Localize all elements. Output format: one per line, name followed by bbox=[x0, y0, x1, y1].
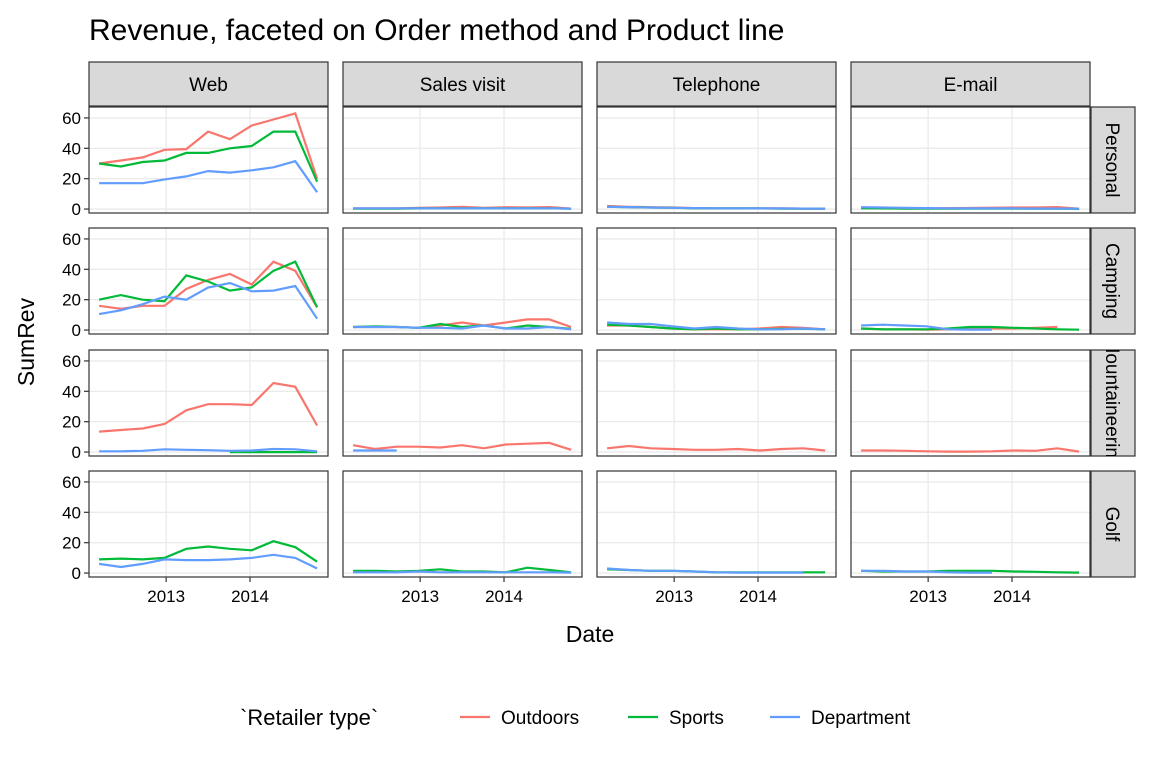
y-tick-label: 40 bbox=[62, 139, 81, 158]
strip-label: Mountaineering bbox=[1101, 338, 1122, 469]
x-tick-label: 2013 bbox=[655, 587, 693, 606]
x-tick-label: 2013 bbox=[147, 587, 185, 606]
y-tick-label: 20 bbox=[62, 534, 81, 553]
y-tick-label: 60 bbox=[62, 109, 81, 128]
strip-label-group: Personal bbox=[1101, 123, 1122, 198]
panel-background bbox=[851, 107, 1090, 213]
y-tick-label: 20 bbox=[62, 170, 81, 189]
legend-label: Sports bbox=[669, 708, 724, 729]
x-tick-label: 2013 bbox=[401, 587, 439, 606]
strip-label: Camping bbox=[1101, 243, 1122, 319]
y-tick-label: 40 bbox=[62, 503, 81, 522]
panel-background bbox=[343, 471, 582, 577]
x-tick-label: 2014 bbox=[739, 587, 777, 606]
legend-label: Outdoors bbox=[501, 708, 579, 729]
strip-label: Personal bbox=[1101, 123, 1122, 198]
legend-title: `Retailer type` bbox=[240, 705, 378, 730]
x-tick-label: 2014 bbox=[993, 587, 1031, 606]
chart-title: Revenue, faceted on Order method and Pro… bbox=[89, 14, 784, 47]
y-axis-title: SumRev bbox=[13, 297, 39, 386]
y-tick-label: 40 bbox=[62, 382, 81, 401]
y-tick-label: 60 bbox=[62, 352, 81, 371]
y-tick-label: 40 bbox=[62, 260, 81, 279]
x-tick-label: 2013 bbox=[909, 587, 947, 606]
strip-label: E-mail bbox=[944, 75, 998, 96]
strip-label-group: Mountaineering bbox=[1101, 338, 1122, 469]
panel-background bbox=[343, 228, 582, 334]
y-tick-label: 60 bbox=[62, 230, 81, 249]
panel-background bbox=[597, 228, 836, 334]
strip-label: Telephone bbox=[673, 75, 761, 96]
strip-label: Web bbox=[189, 75, 228, 96]
panel-background bbox=[89, 350, 328, 456]
series-line bbox=[353, 572, 571, 573]
panel-background bbox=[343, 350, 582, 456]
panel-background bbox=[597, 107, 836, 213]
y-tick-label: 60 bbox=[62, 473, 81, 492]
panel-background bbox=[343, 107, 582, 213]
y-tick-label: 0 bbox=[72, 200, 81, 219]
panel-background bbox=[851, 350, 1090, 456]
strip-label-group: Camping bbox=[1101, 243, 1122, 319]
panel-background bbox=[597, 350, 836, 456]
y-tick-label: 20 bbox=[62, 413, 81, 432]
y-tick-label: 20 bbox=[62, 291, 81, 310]
x-axis-title: Date bbox=[566, 621, 615, 647]
panel-background bbox=[851, 471, 1090, 577]
y-tick-label: 0 bbox=[72, 564, 81, 583]
x-tick-label: 2014 bbox=[485, 587, 523, 606]
panel-background bbox=[851, 228, 1090, 334]
strip-label-group: Golf bbox=[1101, 507, 1122, 543]
y-tick-label: 0 bbox=[72, 443, 81, 462]
strip-label: Sales visit bbox=[420, 75, 506, 96]
panel-background bbox=[597, 471, 836, 577]
legend-label: Department bbox=[811, 708, 911, 729]
y-tick-label: 0 bbox=[72, 321, 81, 340]
strip-label: Golf bbox=[1101, 507, 1122, 543]
x-tick-label: 2014 bbox=[231, 587, 269, 606]
